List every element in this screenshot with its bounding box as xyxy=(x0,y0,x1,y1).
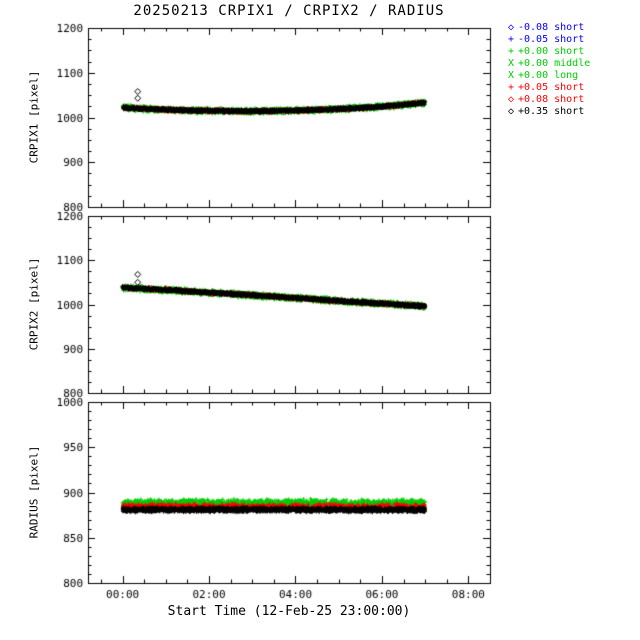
legend-marker-icon: + xyxy=(507,34,515,45)
legend-item: X +0.00 middle xyxy=(504,58,590,70)
legend-item-label: +0.35 short xyxy=(518,106,585,117)
legend-item: ◇ -0.08 short xyxy=(504,22,590,34)
legend-marker-icon: + xyxy=(507,46,515,57)
legend-marker-icon: X xyxy=(507,58,515,69)
legend-item-label: +0.00 short xyxy=(518,46,585,57)
legend-marker-icon: ◇ xyxy=(507,106,515,117)
x-axis-label: Start Time (12-Feb-25 23:00:00) xyxy=(167,604,411,619)
y-axis-label-crpix1: CRPIX1 [pixel] xyxy=(27,70,41,164)
legend-item-label: -0.08 short xyxy=(518,22,585,33)
legend-item-label: +0.08 short xyxy=(518,94,585,105)
legend-marker-icon: + xyxy=(507,82,515,93)
legend-item-label: +0.00 long xyxy=(518,70,579,81)
legend-item: ◇ +0.35 short xyxy=(504,106,590,118)
legend-item-label: +0.00 middle xyxy=(518,58,591,69)
legend-marker-icon: ◇ xyxy=(507,22,515,33)
page-title: 20250213 CRPIX1 / CRPIX2 / RADIUS xyxy=(133,3,445,19)
legend-marker-icon: ◇ xyxy=(507,94,515,105)
y-axis-label-radius: RADIUS [pixel] xyxy=(27,445,41,539)
legend-marker-icon: X xyxy=(507,70,515,81)
legend-item: + +0.00 short xyxy=(504,46,590,58)
legend-item: + +0.05 short xyxy=(504,82,590,94)
legend-item-label: +0.05 short xyxy=(518,82,585,93)
legend-item: ◇ +0.08 short xyxy=(504,94,590,106)
legend-item-label: -0.05 short xyxy=(518,34,585,45)
legend-item: X +0.00 long xyxy=(504,70,590,82)
legend-item: + -0.05 short xyxy=(504,34,590,46)
y-axis-label-crpix2: CRPIX2 [pixel] xyxy=(27,257,41,351)
legend: ◇ -0.08 short + -0.05 short + +0.00 short X +0.… xyxy=(504,22,590,118)
